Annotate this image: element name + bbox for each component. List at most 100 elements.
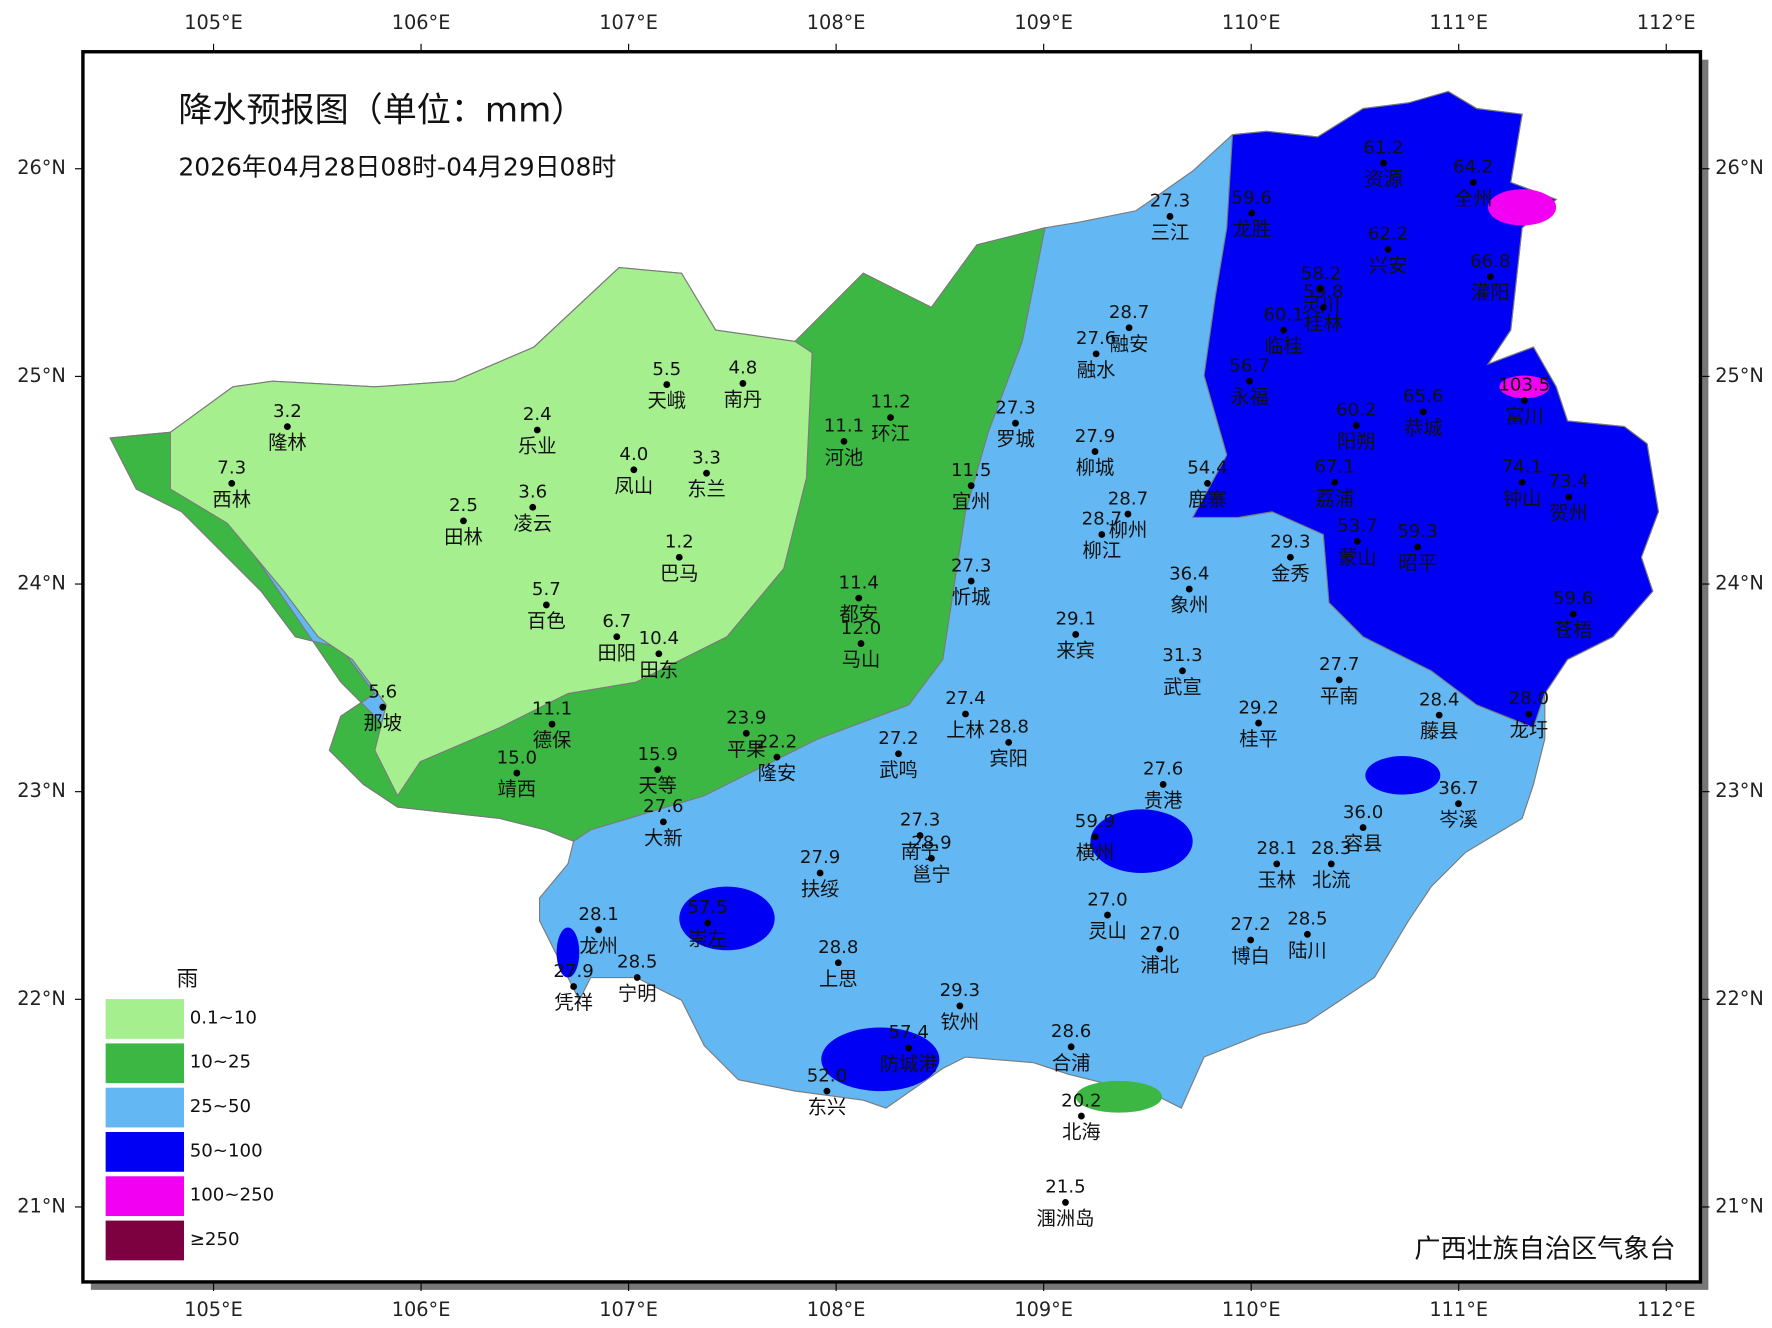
station-name: 田阳	[597, 641, 636, 664]
station-name: 天等	[638, 774, 677, 797]
station-value: 27.3	[995, 397, 1035, 418]
station-value: 28.8	[988, 717, 1028, 738]
station-name: 柳城	[1076, 456, 1115, 479]
station-name: 柳州	[1109, 519, 1148, 542]
station-dot	[967, 577, 975, 585]
station-name: 贺州	[1549, 502, 1588, 525]
station-name: 钦州	[941, 1010, 980, 1033]
station-name: 扶绥	[801, 878, 840, 901]
station-name: 金秀	[1271, 562, 1310, 585]
station-dot	[1125, 324, 1133, 332]
station-value: 73.4	[1548, 471, 1588, 492]
station-name: 上林	[946, 719, 985, 742]
station-dot	[1273, 860, 1281, 868]
station-value: 1.2	[665, 531, 694, 552]
station-value: 12.0	[841, 618, 881, 639]
station-dot	[1124, 510, 1132, 518]
station-dot	[834, 959, 842, 967]
station-dot	[1414, 543, 1422, 551]
station-dot	[529, 503, 537, 511]
station-name: 岑溪	[1439, 808, 1478, 831]
station-name: 宾阳	[989, 747, 1028, 770]
station-name: 融水	[1077, 358, 1116, 381]
station-name: 龙胜	[1232, 218, 1271, 241]
station-name: 环江	[871, 422, 910, 445]
station-value: 28.1	[1257, 838, 1297, 859]
station-name: 宜州	[952, 490, 991, 513]
station-dot	[1327, 860, 1335, 868]
legend-label: 100~250	[190, 1185, 275, 1206]
station-dot	[1520, 397, 1528, 404]
station-dot	[1246, 377, 1253, 385]
station-name: 罗城	[996, 428, 1035, 451]
lon-label: 112°E	[1637, 11, 1696, 34]
station-value: 27.2	[878, 728, 918, 749]
station-dot	[895, 750, 902, 758]
station-dot	[1359, 824, 1367, 831]
station-value: 27.3	[1150, 191, 1190, 212]
station-dot	[703, 469, 710, 477]
station-dot	[928, 854, 935, 862]
station-dot	[1455, 800, 1462, 808]
station-value: 59.6	[1232, 187, 1272, 208]
station-value: 28.0	[1509, 688, 1549, 709]
station-dot	[1353, 537, 1361, 545]
station-value: 28.3	[1311, 838, 1351, 859]
legend-swatch	[105, 999, 185, 1039]
station-name: 忻城	[952, 586, 991, 609]
station-dot	[1166, 213, 1174, 220]
lat-label: 26°N	[17, 156, 66, 179]
lat-label: 21°N	[17, 1194, 66, 1217]
station-dot	[1255, 719, 1262, 727]
station-value: 27.0	[1087, 889, 1127, 910]
station-name: 邕宁	[912, 863, 951, 886]
station-dot	[1179, 667, 1186, 675]
station-name: 富川	[1505, 405, 1544, 428]
station-dot	[1525, 710, 1533, 718]
legend-label: 0.1~10	[190, 1007, 257, 1028]
lat-label: 21°N	[1715, 1194, 1764, 1217]
legend-swatch	[105, 1087, 185, 1128]
station-value: 28.7	[1109, 302, 1149, 323]
station-value: 2.5	[449, 495, 478, 516]
station-value: 29.3	[1270, 531, 1310, 552]
station-name: 田东	[640, 658, 679, 681]
station-value: 2.4	[523, 404, 552, 425]
station-value: 59.9	[1075, 811, 1115, 832]
station-dot	[823, 1087, 831, 1095]
station-dot	[1419, 408, 1427, 416]
station-value: 29.3	[940, 980, 980, 1001]
station-value: 56.7	[1229, 355, 1269, 376]
lon-label: 107°E	[599, 11, 658, 34]
lat-label: 22°N	[17, 987, 66, 1010]
station-value: 59.8	[1303, 282, 1343, 303]
station-dot	[548, 720, 556, 728]
station-value: 62.2	[1368, 224, 1408, 245]
station-value: 4.8	[728, 358, 757, 379]
station-value: 66.8	[1470, 251, 1510, 272]
station-dot	[887, 414, 894, 421]
station-name: 玉林	[1257, 868, 1296, 891]
area-50-100	[821, 1027, 940, 1092]
station-name: 来宾	[1056, 639, 1095, 662]
station-value: 27.2	[1230, 914, 1270, 935]
station-value: 28.5	[617, 952, 657, 973]
station-name: 西林	[212, 488, 251, 511]
station-value: 103.5	[1498, 375, 1550, 396]
station-dot	[1062, 1199, 1069, 1206]
lon-label: 110°E	[1222, 11, 1281, 34]
station-value: 27.6	[1076, 328, 1116, 349]
station-name: 平南	[1320, 684, 1359, 707]
station-dot	[1280, 326, 1287, 334]
station-dot	[1565, 493, 1573, 501]
station-dot	[663, 381, 671, 388]
station-dot	[857, 640, 865, 647]
station-value: 22.2	[757, 731, 797, 752]
station-value: 59.3	[1397, 521, 1437, 542]
station-dot	[1331, 478, 1339, 486]
station-value: 27.7	[1319, 654, 1359, 675]
station-value: 67.1	[1314, 456, 1354, 477]
station-name: 百色	[527, 609, 566, 632]
station-name: 宁明	[618, 982, 657, 1005]
